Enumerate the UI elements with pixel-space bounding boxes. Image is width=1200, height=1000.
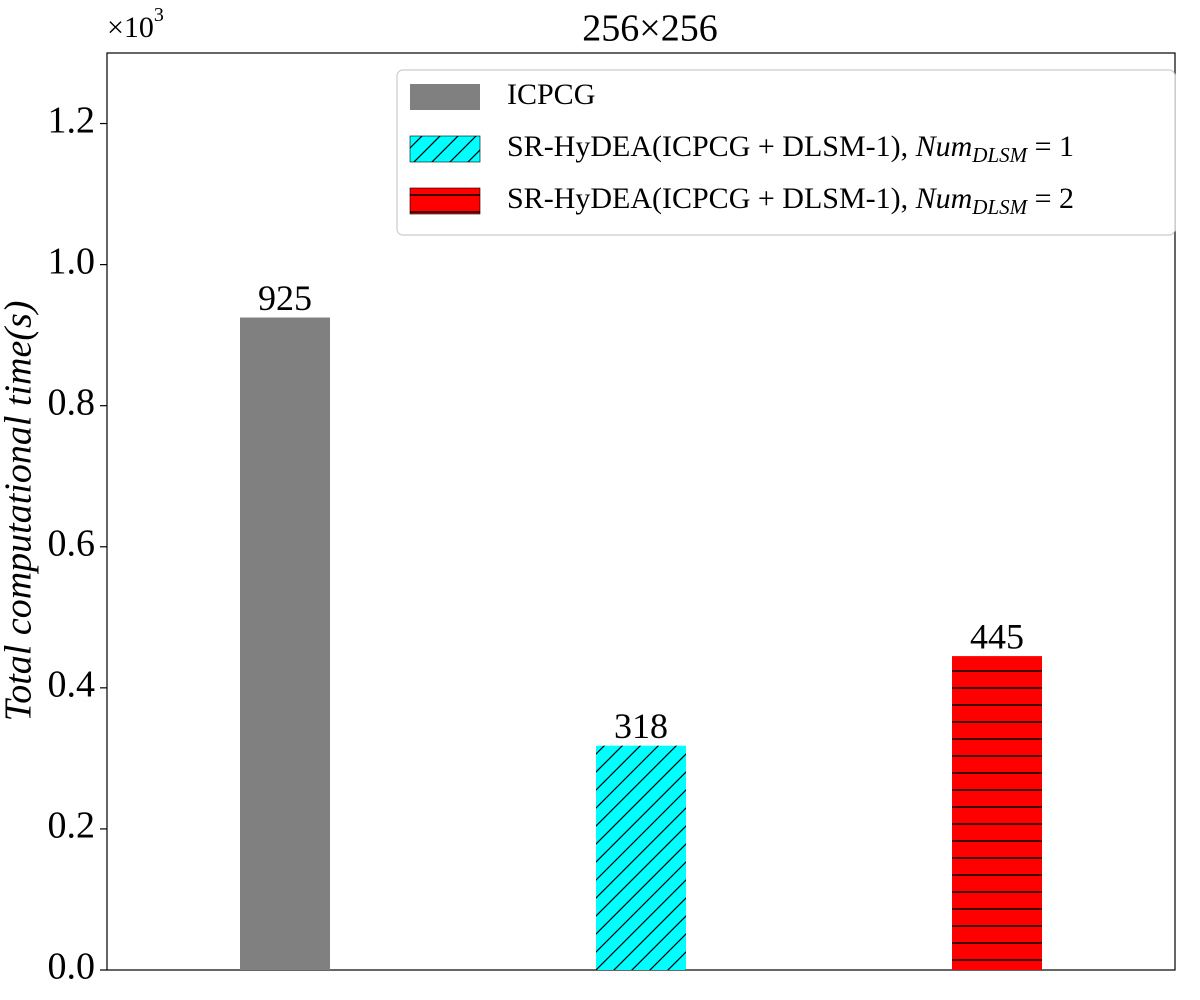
legend-name-italic: Num bbox=[915, 130, 973, 163]
y-axis-label: Total computational time(s) bbox=[0, 301, 40, 722]
legend-name-subscript: DLSM bbox=[971, 143, 1028, 167]
y-tick-label: 1.0 bbox=[48, 240, 96, 282]
y-tick-label: 0.8 bbox=[48, 381, 96, 423]
value-label: 318 bbox=[614, 706, 668, 746]
y-tick-label: 1.2 bbox=[48, 99, 96, 141]
legend-label: ICPCG bbox=[507, 78, 595, 111]
bar-hatch bbox=[596, 745, 686, 970]
legend-name-italic: Num bbox=[915, 182, 973, 215]
legend-label: SR-HyDEA(ICPCG + DLSM-1), NumDLSM = 1 bbox=[507, 130, 1074, 167]
legend-name-suffix: = 2 bbox=[1027, 182, 1074, 215]
legend-name-subscript: DLSM bbox=[971, 195, 1028, 219]
y-offset-base: ×10 bbox=[107, 11, 154, 44]
legend-name-suffix: = 1 bbox=[1027, 130, 1074, 163]
legend-label: SR-HyDEA(ICPCG + DLSM-1), NumDLSM = 2 bbox=[507, 182, 1074, 219]
legend-name: SR-HyDEA(ICPCG + DLSM-1), bbox=[507, 130, 916, 163]
y-tick-label: 0.0 bbox=[48, 946, 96, 988]
y-offset-exponent: 3 bbox=[154, 4, 164, 26]
legend-swatch bbox=[410, 84, 480, 110]
legend-box bbox=[396, 69, 1176, 236]
bar-hatch bbox=[952, 656, 1042, 970]
bar bbox=[240, 317, 330, 970]
legend-swatch-hatch bbox=[409, 135, 481, 163]
legend-swatch-hatch bbox=[409, 187, 481, 215]
y-tick-label: 0.6 bbox=[48, 522, 96, 564]
y-tick-label: 0.2 bbox=[48, 805, 96, 847]
y-offset: ×103 bbox=[107, 4, 164, 44]
value-label: 925 bbox=[258, 278, 312, 318]
y-tick-label: 0.4 bbox=[48, 664, 96, 706]
legend-name: ICPCG bbox=[507, 78, 595, 111]
value-label: 445 bbox=[970, 616, 1024, 656]
chart-title: 256×256 bbox=[582, 8, 717, 50]
legend-name: SR-HyDEA(ICPCG + DLSM-1), bbox=[507, 182, 916, 215]
